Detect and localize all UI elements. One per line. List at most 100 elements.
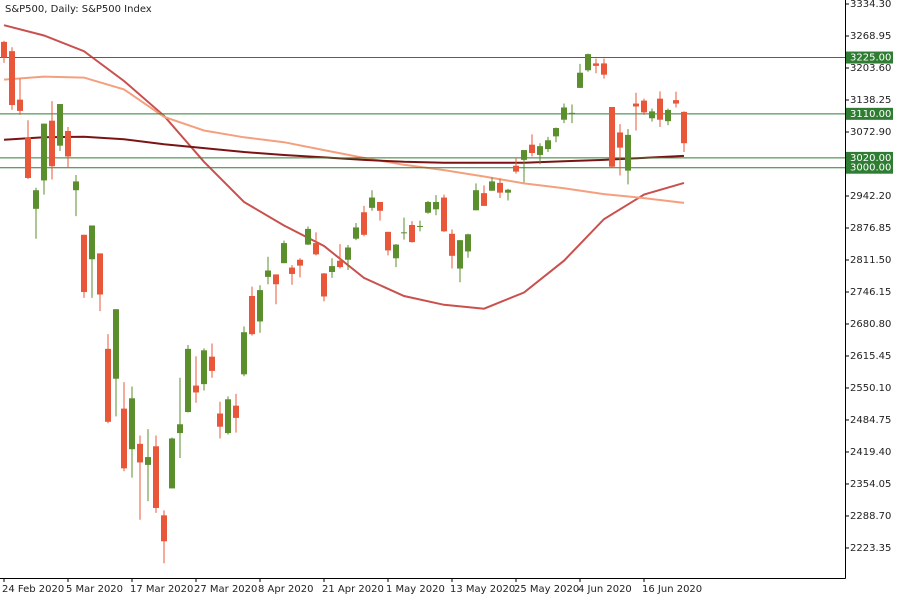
- candle-body: [65, 130, 71, 157]
- candle-body: [553, 128, 559, 137]
- candle-body: [585, 54, 591, 71]
- candle-body: [433, 201, 439, 210]
- candle-body: [369, 197, 375, 208]
- candle-body: [417, 225, 423, 227]
- y-tick-label: 2680.80: [850, 319, 891, 330]
- candle-body: [665, 109, 671, 122]
- candle-body: [625, 134, 631, 171]
- x-tick-label: 21 Apr 2020: [322, 584, 384, 595]
- candle-body: [153, 446, 159, 508]
- candle-body: [89, 225, 95, 260]
- y-tick-label: 2223.35: [850, 543, 891, 554]
- candle-body: [393, 244, 399, 259]
- candle-body: [9, 51, 15, 106]
- candle-body: [1, 41, 7, 58]
- level-label: 3225.00: [850, 53, 891, 64]
- candle-body: [241, 332, 247, 375]
- level-tag: [846, 51, 893, 64]
- level-tag: [846, 107, 893, 120]
- candle-body: [113, 309, 119, 379]
- candle-body: [145, 457, 151, 465]
- candle-body: [49, 120, 55, 167]
- moving-average: [3, 135, 685, 164]
- y-tick-label: 2942.20: [850, 191, 891, 202]
- candle-body: [289, 267, 295, 274]
- candle-body: [249, 295, 255, 335]
- candle-body: [473, 190, 479, 211]
- candle-body: [97, 253, 103, 295]
- candle-body: [593, 63, 599, 66]
- candle-body: [337, 260, 343, 268]
- candle-body: [657, 98, 663, 120]
- y-tick-label: 2419.40: [850, 447, 891, 458]
- candle-body: [505, 189, 511, 193]
- candle-body: [633, 103, 639, 107]
- y-tick-label: 2876.85: [850, 223, 891, 234]
- candle-body: [129, 398, 135, 450]
- level-tag: [846, 161, 893, 174]
- candle-body: [545, 140, 551, 150]
- candle-body: [649, 111, 655, 119]
- y-tick-label: 2354.05: [850, 479, 891, 490]
- candle-body: [193, 385, 199, 393]
- candle-body: [489, 181, 495, 191]
- candle-body: [121, 408, 127, 469]
- candle-body: [497, 182, 503, 193]
- candle-body: [601, 63, 607, 75]
- x-tick-label: 17 Mar 2020: [130, 584, 193, 595]
- x-tick-label: 27 Mar 2020: [194, 584, 257, 595]
- candle-body: [521, 150, 527, 160]
- candle-body: [161, 515, 167, 542]
- candle-body: [465, 234, 471, 252]
- y-tick-label: 3072.90: [850, 127, 891, 138]
- candle-body: [361, 212, 367, 235]
- candle-body: [673, 100, 679, 104]
- candle-body: [313, 243, 319, 255]
- candle-body: [385, 231, 391, 251]
- y-tick-label: 3138.25: [850, 95, 891, 106]
- chart-title: S&P500, Daily: S&P500 Index: [5, 4, 152, 15]
- candle-body: [73, 181, 79, 191]
- x-tick-label: 1 May 2020: [386, 584, 445, 595]
- candle-body: [681, 111, 687, 144]
- moving-average: [3, 75, 685, 204]
- candle-body: [481, 193, 487, 206]
- candle-body: [345, 247, 351, 260]
- x-tick-label: 24 Feb 2020: [2, 584, 64, 595]
- y-tick-label: 2484.75: [850, 415, 891, 426]
- moving-average: [3, 24, 685, 310]
- candle-body: [457, 240, 463, 269]
- x-tick-label: 5 Mar 2020: [66, 584, 123, 595]
- candle-body: [513, 165, 519, 172]
- candle-body: [169, 438, 175, 489]
- candle-body: [409, 224, 415, 243]
- candle-body: [529, 144, 535, 154]
- candle-body: [329, 266, 335, 272]
- candle-body: [17, 99, 23, 111]
- candle-body: [273, 274, 279, 285]
- candle-body: [641, 100, 647, 113]
- candle-body: [33, 190, 39, 209]
- level-label: 3110.00: [850, 109, 891, 120]
- candle-body: [57, 104, 63, 146]
- candle-body: [265, 270, 271, 277]
- candle-body: [105, 348, 111, 422]
- candle-body: [401, 232, 407, 234]
- candle-body: [449, 233, 455, 256]
- candle-body: [217, 413, 223, 427]
- candle-body: [321, 273, 327, 297]
- x-tick-label: 8 Apr 2020: [258, 584, 313, 595]
- candle-body: [209, 356, 215, 371]
- y-tick-label: 3268.95: [850, 31, 891, 42]
- candle-body: [281, 243, 287, 264]
- candle-body: [537, 146, 543, 155]
- candle-body: [81, 234, 87, 293]
- candle-body: [225, 399, 231, 434]
- y-tick-label: 2811.50: [850, 255, 891, 266]
- candle-body: [377, 201, 383, 211]
- x-tick-label: 25 May 2020: [514, 584, 579, 595]
